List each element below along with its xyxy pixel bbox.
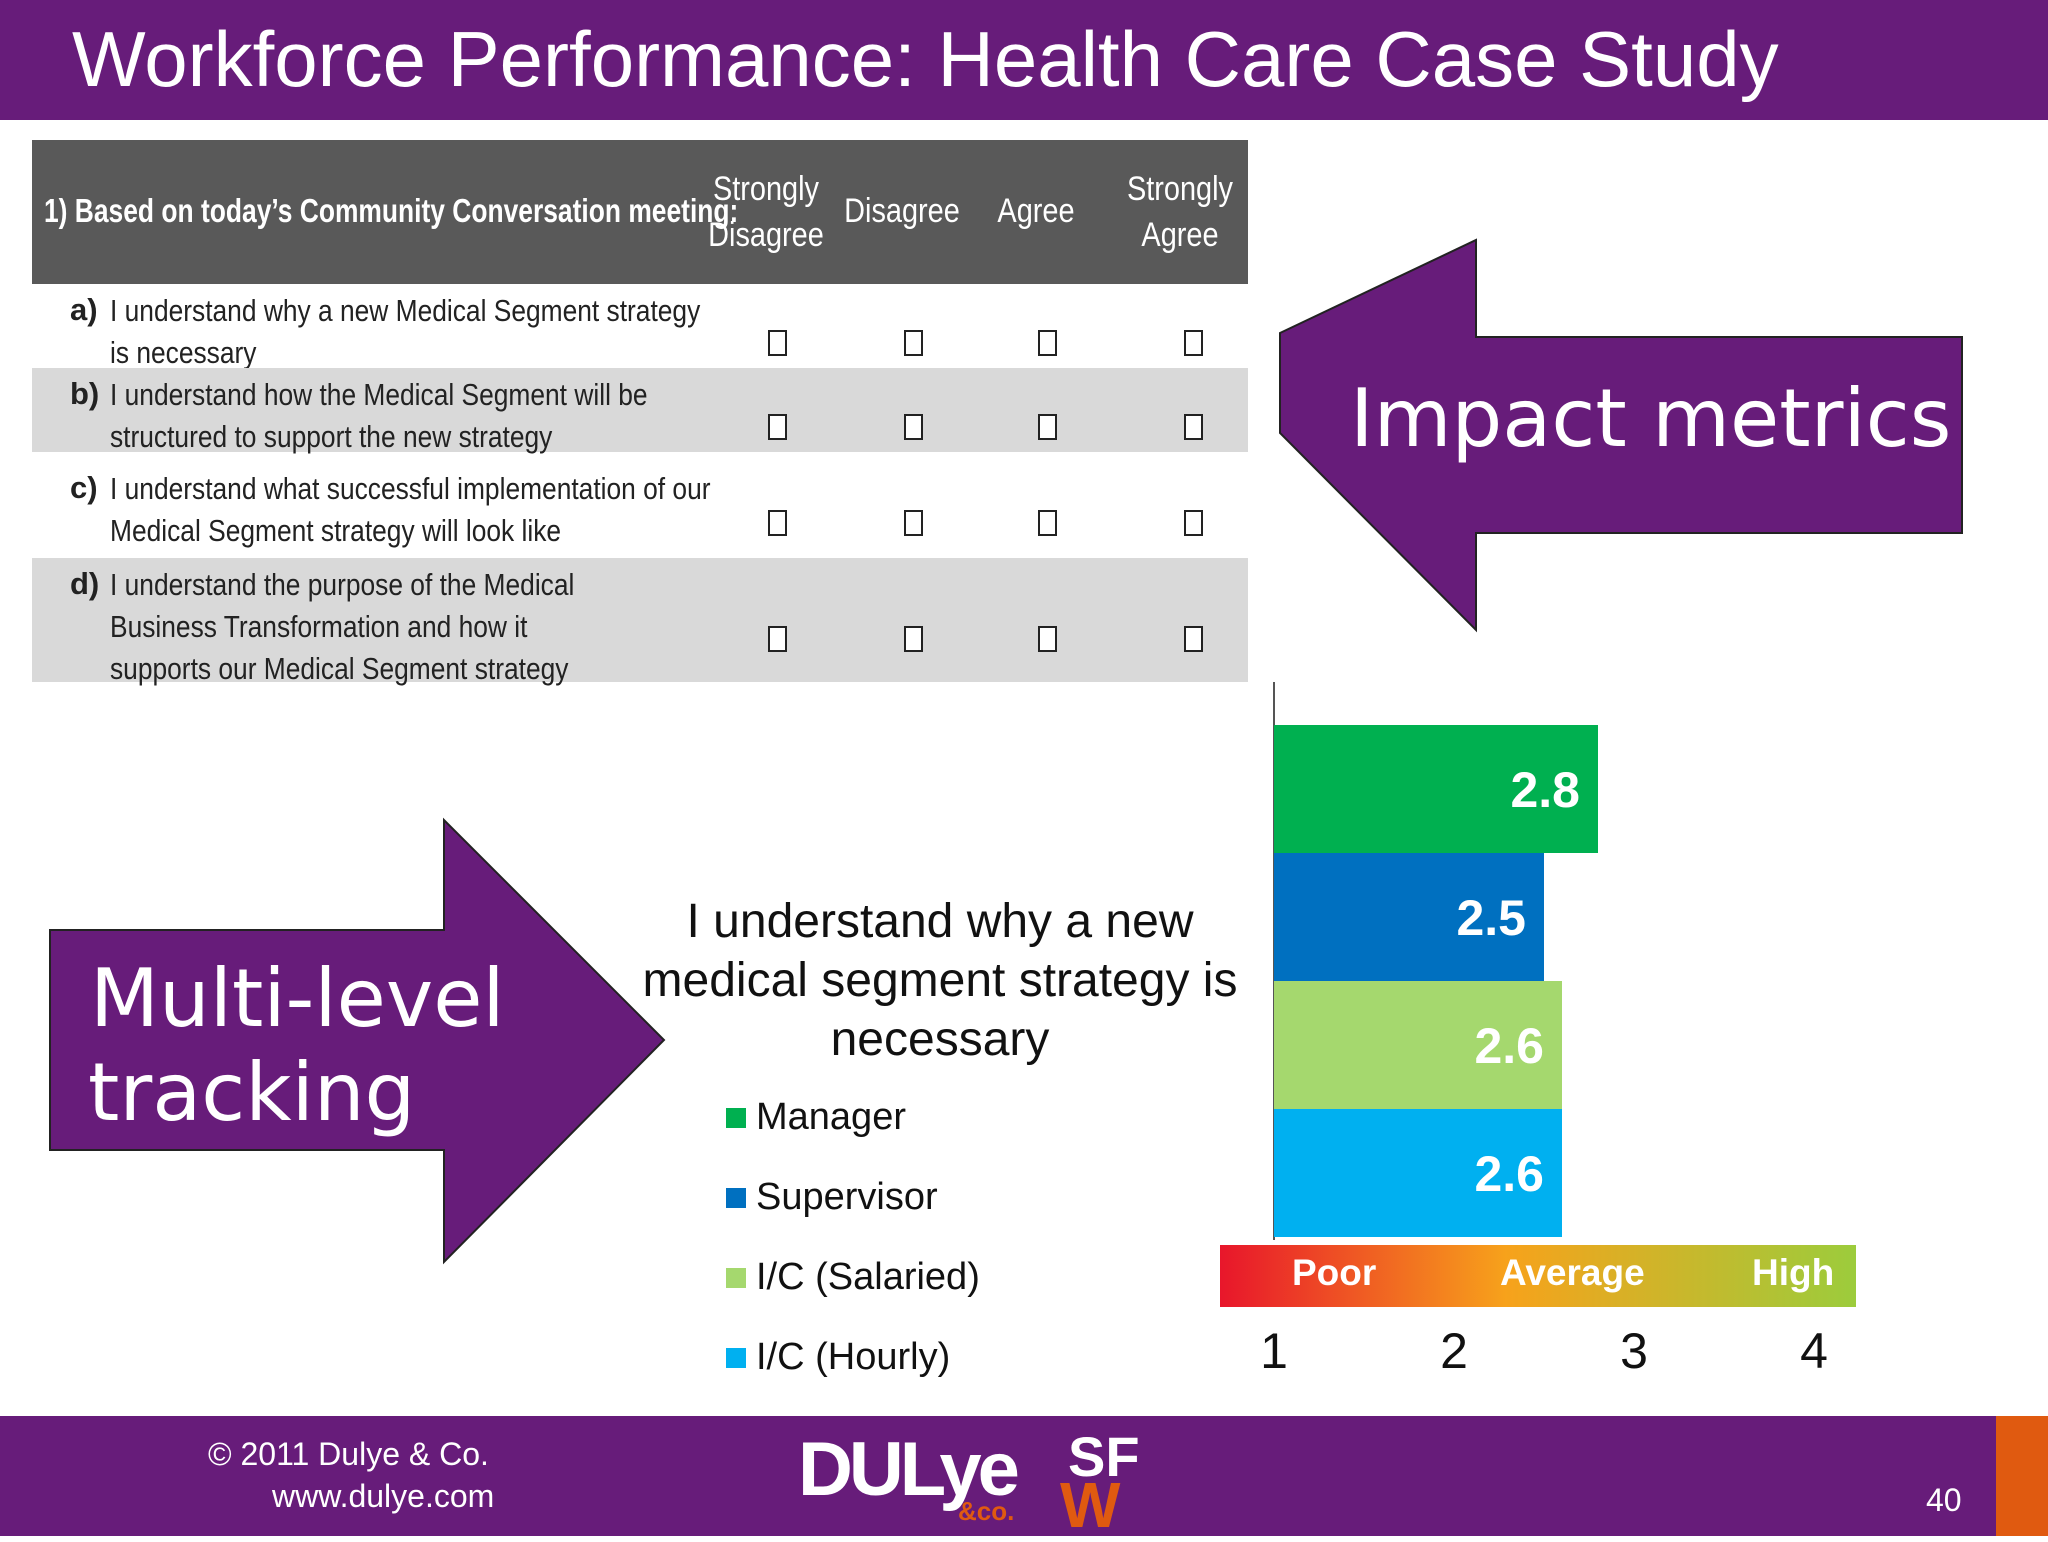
response-checkbox[interactable] [1184,626,1203,652]
response-checkbox[interactable] [904,626,923,652]
response-checkbox[interactable] [904,414,923,440]
bar-supervisor [1274,853,1544,981]
tick-label: 4 [1800,1323,1828,1379]
legend-label: I/C (Hourly) [756,1336,951,1378]
survey-row: d) I understand the purpose of the Medic… [32,558,1248,686]
legend-swatch [726,1348,746,1368]
dulye-logo: DULye [798,1427,1020,1512]
dulye-logo-co: &co. [958,1496,1015,1526]
survey-row: c) I understand what successful implemen… [32,452,1248,558]
legend-label: Supervisor [756,1176,938,1218]
response-checkbox[interactable] [904,510,923,536]
bar-value-label: 2.5 [1456,890,1526,946]
impact-metrics-label: Impact metrics [1350,372,1952,465]
row-text: I understand how the Medical Segment wil… [110,377,648,454]
footer-accent [1996,1416,2048,1536]
tick-label: 3 [1620,1323,1648,1379]
row-text: I understand what successful implementat… [110,471,711,548]
col-strongly-disagree: Strongly Disagree [708,170,824,254]
legend-swatch [726,1268,746,1288]
row-letter: b) [70,376,100,411]
response-checkbox[interactable] [768,626,787,652]
response-checkbox[interactable] [1184,414,1203,440]
response-checkbox[interactable] [1184,330,1203,356]
title-bar: Workforce Performance: Health Care Case … [0,0,2048,120]
slide-title: Workforce Performance: Health Care Case … [72,15,1779,103]
survey-header: 1) Based on today’s Community Conversati… [32,140,1248,284]
survey-question: 1) Based on today’s Community Conversati… [44,192,739,229]
legend-swatch [726,1188,746,1208]
row-letter: d) [70,566,100,601]
chart-title: I understand why a new medical segment s… [642,895,1238,1066]
survey-table: 1) Based on today’s Community Conversati… [32,140,1248,686]
response-checkbox[interactable] [1038,510,1057,536]
website-link[interactable]: www.dulye.com [272,1478,495,1514]
bar-value-label: 2.6 [1474,1146,1544,1202]
scale-label-high: High [1752,1252,1835,1293]
tracking-label: tracking [88,1046,416,1139]
response-checkbox[interactable] [768,330,787,356]
response-checkbox[interactable] [904,330,923,356]
response-checkbox[interactable] [1038,330,1057,356]
scale-label-poor: Poor [1292,1252,1377,1293]
col-strongly-agree: Strongly Agree [1126,170,1234,254]
response-checkbox[interactable] [1038,626,1057,652]
response-checkbox[interactable] [1184,510,1203,536]
response-checkbox[interactable] [1038,414,1057,440]
sfw-logo-w: W [1060,1469,1121,1541]
bar-value-label: 2.6 [1474,1018,1544,1074]
bar-i-c-salaried- [1274,981,1562,1109]
copyright: © 2011 Dulye & Co. [208,1436,489,1472]
bar-value-label: 2.8 [1510,762,1580,818]
multi-level-label: Multi-level [90,952,505,1045]
bar-i-c-hourly- [1274,1109,1562,1237]
survey-row: b) I understand how the Medical Segment … [32,368,1248,454]
bar-manager [1274,725,1598,853]
tick-label: 2 [1440,1323,1468,1379]
row-letter: a) [70,292,98,327]
page-number: 40 [1926,1482,1962,1518]
row-letter: c) [70,470,98,505]
response-checkbox[interactable] [768,414,787,440]
col-disagree: Disagree [844,192,960,230]
row-text: I understand why a new Medical Segment s… [110,293,701,370]
legend-label: Manager [756,1096,906,1138]
legend-swatch [726,1108,746,1128]
tick-label: 1 [1260,1323,1288,1379]
col-agree: Agree [997,192,1075,230]
sfw-logo-sf: SF [1068,1425,1140,1488]
row-text: I understand the purpose of the Medical … [110,567,575,686]
legend-label: I/C (Salaried) [756,1256,980,1298]
survey-row: a) I understand why a new Medical Segmen… [32,284,1248,370]
footer [0,1416,2048,1536]
response-checkbox[interactable] [768,510,787,536]
scale-label-average: Average [1500,1252,1645,1293]
